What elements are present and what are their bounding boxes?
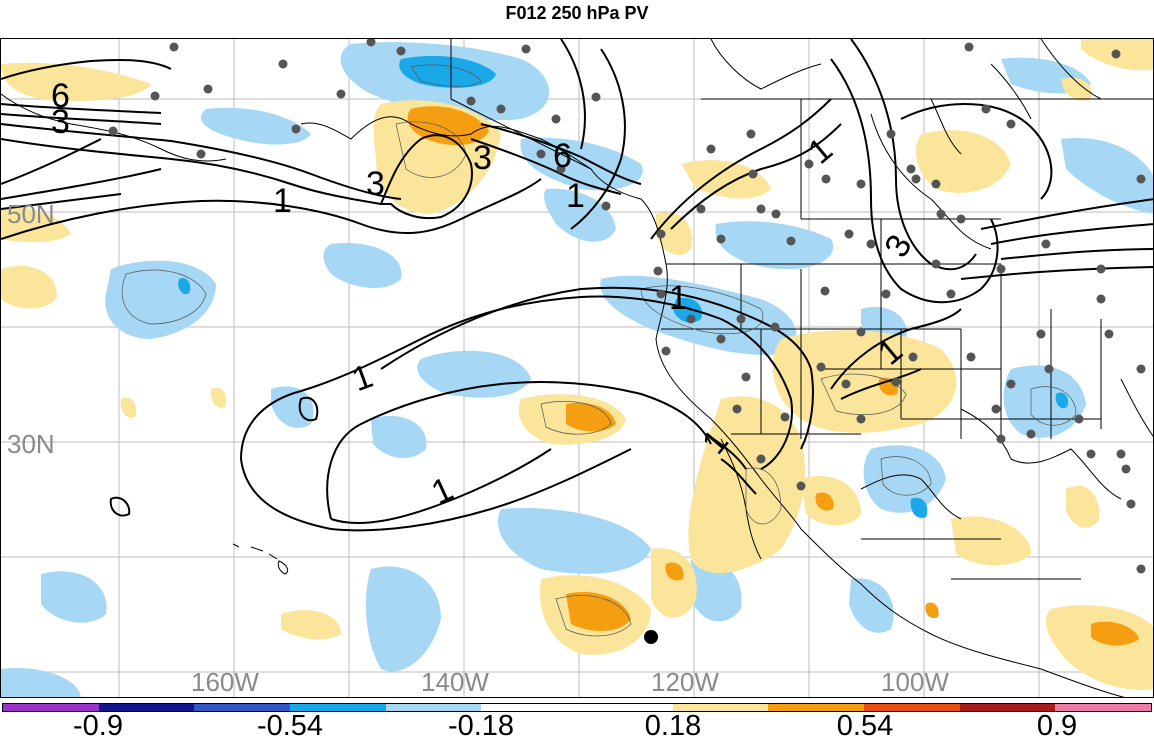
colorbar-segment — [98, 704, 195, 711]
map-title: F012 250 hPa PV — [505, 3, 649, 23]
contour-label: 1 — [273, 182, 292, 220]
contour-label: 3 — [473, 139, 492, 177]
colorbar-segment — [194, 704, 291, 711]
colorbar-segment — [1055, 704, 1152, 711]
map-canvas — [1, 39, 1153, 697]
colorbar-segment — [864, 704, 960, 711]
lon-label-160w: 160W — [191, 667, 259, 697]
colorbar-tick: -0.54 — [256, 710, 324, 742]
pv-strong-positive-shading — [407, 106, 1139, 646]
marker-point — [644, 630, 658, 644]
lon-label-100w: 100W — [881, 667, 949, 697]
contour-label: 3 — [366, 165, 385, 203]
lat-label-30n: 30N — [7, 429, 55, 459]
contour-label: 1 — [566, 177, 585, 215]
contour-label: 1 — [669, 279, 688, 317]
lat-label-50n: 50N — [7, 199, 55, 229]
colorbar-segment — [672, 704, 769, 711]
lon-label-140w: 140W — [421, 667, 489, 697]
hawaii-islands — [232, 543, 289, 575]
colorbar-segment — [768, 704, 865, 711]
pv-negative-anomaly-shading — [1, 42, 1153, 697]
contour-label: 1 — [1139, 45, 1140, 46]
colorbar — [2, 703, 1152, 712]
map-panel: 6 3 3 3 6 1 1 1 1 1 3 1 1 1 1 50N 30N 16… — [0, 38, 1154, 698]
colorbar-tick: 0.54 — [836, 710, 894, 742]
thin-anomaly-contours — [121, 64, 1077, 637]
pv-contours — [1, 39, 1153, 532]
contour-label: 3 — [51, 103, 70, 141]
colorbar-segment — [385, 704, 482, 711]
colorbar-tick: -0.18 — [447, 710, 515, 742]
colorbar-segment — [3, 704, 99, 711]
colorbar-tick: -0.9 — [73, 710, 123, 742]
lon-label-120w: 120W — [651, 667, 719, 697]
colorbar-segment — [290, 704, 386, 711]
pv-strong-negative-shading — [178, 55, 1069, 518]
colorbar-tick: 0.18 — [644, 710, 702, 742]
station-markers — [108, 39, 1146, 574]
colorbar-segment — [959, 704, 1056, 711]
contour-label: 6 — [51, 77, 70, 115]
contour-label: 6 — [553, 137, 572, 175]
colorbar-segment — [577, 704, 673, 711]
colorbar-segment — [481, 704, 578, 711]
political-boundaries — [450, 39, 1153, 580]
colorbar-tick: 0.9 — [1036, 710, 1078, 742]
